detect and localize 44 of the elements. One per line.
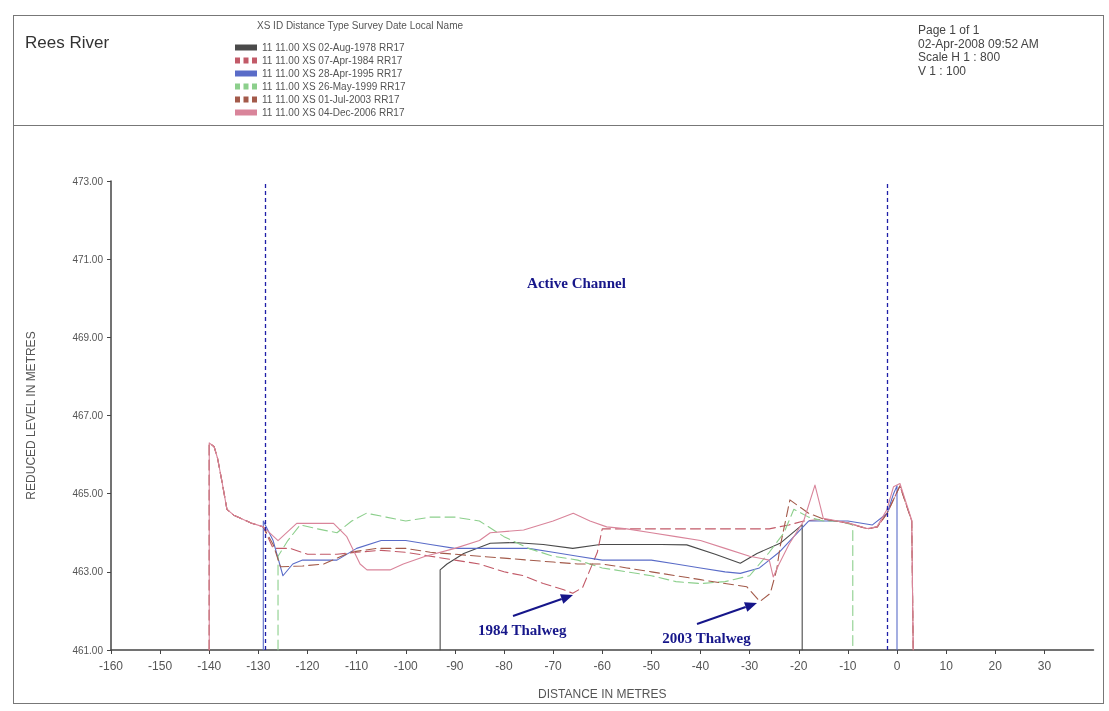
x-tick-label: -70 (544, 659, 563, 673)
y-axis-title: REDUCED LEVEL IN METRES (24, 331, 38, 500)
legend-label: 11 11.00 XS 26-May-1999 RR17 (262, 81, 407, 92)
y-tick-label: 465.00 (72, 488, 104, 500)
x-tick-label: -50 (642, 659, 661, 673)
annotation: 2003 Thalweg (662, 630, 752, 647)
x-tick-label: 10 (939, 659, 954, 673)
annotation: Active Channel (527, 275, 626, 291)
x-tick-label: -60 (593, 659, 612, 673)
legend-title: XS ID Distance Type Survey Date Local Name (257, 19, 464, 31)
x-tick-label: -40 (691, 659, 710, 673)
text: Scale H 1 : 800 (918, 50, 1001, 64)
y-tick-label: 467.00 (72, 410, 104, 421)
text: Page 1 of 1 (918, 23, 980, 37)
chart-title: Rees River (25, 33, 110, 52)
text: V 1 : 100 (918, 63, 967, 78)
x-tick-label: -90 (446, 659, 464, 673)
x-tick-label: 0 (893, 659, 901, 673)
x-tick-label: -160 (98, 659, 124, 673)
x-tick-label: -80 (495, 659, 513, 673)
x-tick-label: -140 (197, 659, 222, 673)
x-tick-label: -10 (839, 659, 857, 673)
legend-label: 11 11.00 XS 01-Jul-2003 RR17 (262, 94, 400, 105)
x-tick-label: -30 (740, 659, 759, 673)
y-tick-label: 461.00 (72, 644, 104, 656)
x-tick-label: -20 (790, 659, 808, 673)
y-tick-label: 471.00 (72, 253, 104, 265)
text: 02-Apr-2008 09:52 AM (918, 36, 1039, 51)
x-tick-label: 20 (988, 659, 1003, 673)
x-tick-label: 30 (1037, 659, 1052, 673)
x-tick-label: -130 (246, 659, 271, 673)
y-tick-label: 473.00 (72, 175, 104, 187)
x-tick-label: -110 (345, 659, 369, 673)
x-tick-label: -120 (295, 659, 320, 673)
legend-label: 11 11.00 XS 28-Apr-1995 RR17 (262, 68, 403, 79)
y-tick-label: 469.00 (72, 331, 104, 343)
annotation: 1984 Thalweg (477, 622, 567, 639)
y-tick-label: 463.00 (72, 566, 104, 578)
x-tick-label: -100 (393, 659, 419, 673)
legend-label: 11 11.00 XS 02-Aug-1978 RR17 (262, 42, 405, 53)
x-axis-title: DISTANCE IN METRES (538, 687, 667, 701)
x-tick-label: -150 (148, 659, 173, 673)
legend-label: 11 11.00 XS 07-Apr-1984 RR17 (262, 55, 403, 66)
legend-label: 11 11.00 XS 04-Dec-2006 RR17 (262, 107, 405, 118)
